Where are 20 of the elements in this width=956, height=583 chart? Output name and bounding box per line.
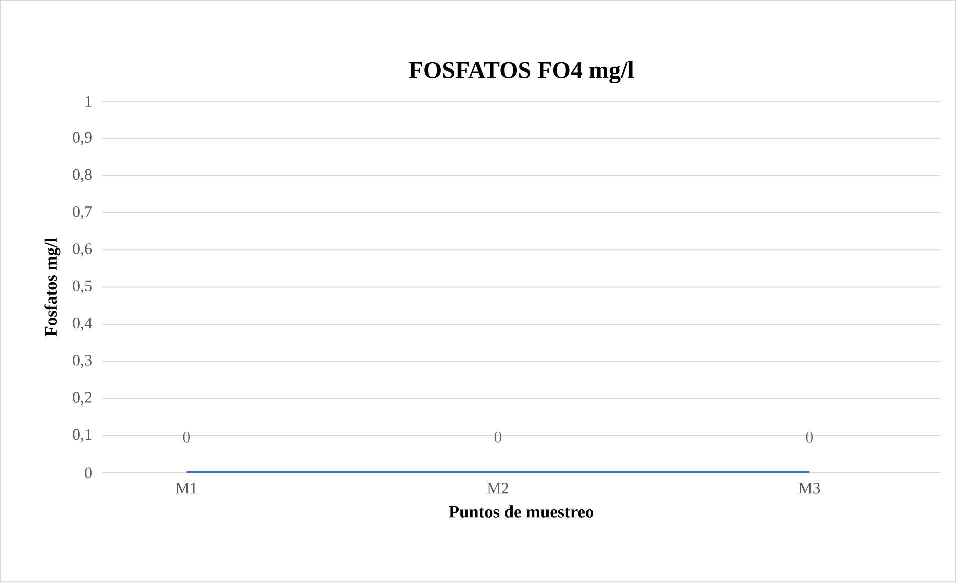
y-axis-title: Fosfatos mg/l (44, 238, 61, 337)
y-tick-label: 0 (85, 468, 92, 479)
x-tick-label: M1 (176, 483, 197, 494)
x-tick-label: M2 (488, 483, 508, 494)
y-tick-label: 0,1 (73, 429, 92, 443)
y-tick-label: 0,6 (73, 244, 92, 257)
y-tick-label: 0,3 (73, 355, 92, 368)
data-label: 0 (806, 432, 813, 444)
data-label: 0 (183, 432, 190, 444)
y-tick-label: 0,2 (73, 392, 92, 406)
x-tick-label: M3 (799, 483, 820, 494)
y-tick-label: 1 (86, 96, 92, 108)
y-tick-label: 0,5 (73, 280, 92, 294)
data-label: 0 (494, 432, 502, 444)
y-tick-label: 0,7 (73, 206, 92, 220)
y-tick-label: 0,4 (73, 318, 92, 332)
chart-title: FOSFATOS FO4 mg/l (409, 62, 634, 84)
y-tick-label: 0,8 (73, 170, 92, 183)
y-tick-label: 0,9 (73, 132, 92, 146)
x-axis-title: Puntos de muestreo (449, 506, 594, 518)
